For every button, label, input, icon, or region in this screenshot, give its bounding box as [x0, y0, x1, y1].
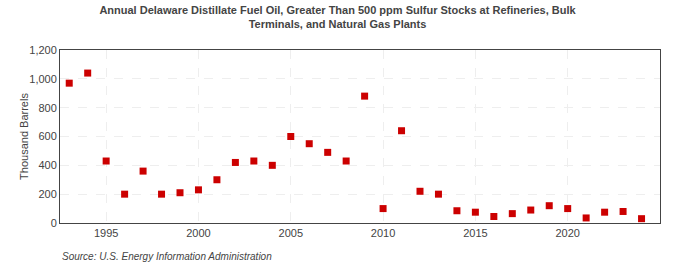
svg-text:Source: U.S. Energy Informatio: Source: U.S. Energy Information Administ… [62, 251, 272, 262]
svg-text:0: 0 [51, 217, 57, 229]
svg-text:2020: 2020 [555, 227, 579, 239]
svg-text:600: 600 [38, 130, 56, 142]
svg-text:2015: 2015 [463, 227, 487, 239]
svg-text:2000: 2000 [186, 227, 210, 239]
svg-text:200: 200 [38, 188, 56, 200]
svg-text:800: 800 [38, 102, 56, 114]
svg-text:1,200: 1,200 [29, 44, 57, 56]
svg-text:2010: 2010 [371, 227, 395, 239]
svg-text:400: 400 [38, 159, 56, 171]
svg-text:2005: 2005 [279, 227, 303, 239]
svg-text:1995: 1995 [94, 227, 118, 239]
svg-text:Thousand Barrels: Thousand Barrels [18, 93, 30, 180]
svg-text:Annual Delaware Distillate Fue: Annual Delaware Distillate Fuel Oil, Gre… [99, 4, 576, 30]
svg-text:1,000: 1,000 [29, 73, 57, 85]
